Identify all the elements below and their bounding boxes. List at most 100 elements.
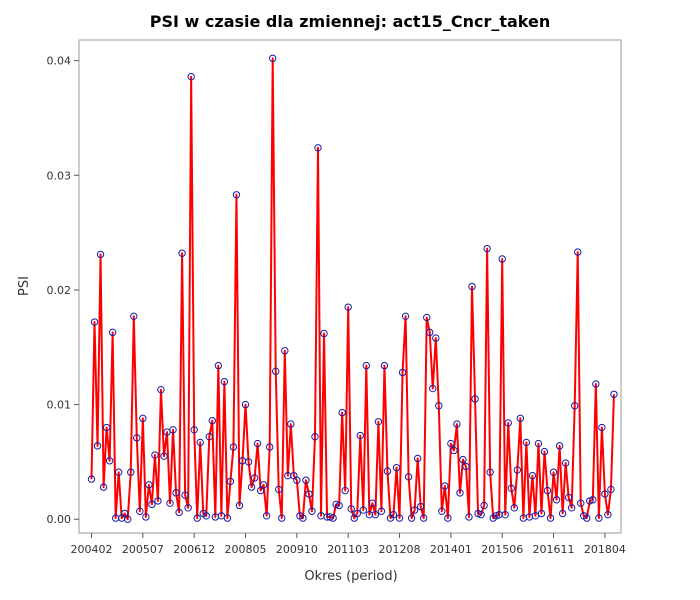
psi-data-point <box>205 432 213 441</box>
psi-data-point <box>540 447 549 456</box>
psi-data-point <box>344 303 352 311</box>
psi-data-point <box>389 510 398 519</box>
psi-data-point <box>154 497 162 505</box>
psi-data-point <box>353 509 361 518</box>
psi-data-point <box>223 514 232 522</box>
psi-data-point <box>377 507 386 515</box>
psi-data-point <box>359 506 367 514</box>
psi-data-point <box>172 489 180 497</box>
psi-data-point <box>278 514 286 522</box>
psi-data-point <box>423 313 431 322</box>
psi-data-point <box>208 416 217 425</box>
psi-data-point <box>105 457 114 465</box>
psi-data-point <box>305 490 313 498</box>
psi-series-line <box>90 57 615 521</box>
psi-data-point <box>338 408 346 417</box>
psi-data-point <box>407 514 416 522</box>
x-tick-label: 201611 <box>533 543 575 556</box>
x-tick-label: 201208 <box>379 543 421 556</box>
psi-data-point <box>465 513 473 521</box>
y-tick-label: 0.04 <box>47 55 72 68</box>
psi-data-point <box>247 483 256 491</box>
x-tick-label: 200910 <box>276 543 318 556</box>
psi-data-point <box>108 328 117 337</box>
psi-data-point <box>392 463 401 472</box>
psi-data-point <box>435 402 443 410</box>
psi-data-point <box>395 514 404 522</box>
psi-data-point <box>166 499 174 507</box>
psi-data-point <box>404 473 413 481</box>
psi-data-point <box>471 395 479 403</box>
psi-data-point <box>504 419 512 427</box>
psi-data-point <box>190 426 198 434</box>
psi-data-point <box>498 255 506 263</box>
psi-data-point <box>121 509 129 518</box>
psi-data-point <box>380 361 389 370</box>
x-tick-label: 201103 <box>327 543 369 556</box>
psi-data-point <box>341 486 349 495</box>
psi-data-point <box>438 507 446 515</box>
psi-data-point <box>220 377 229 386</box>
psi-data-point <box>441 482 449 490</box>
psi-data-point <box>157 385 165 394</box>
psi-data-point <box>178 249 186 257</box>
psi-data-point <box>335 501 343 510</box>
psi-data-point <box>583 514 591 522</box>
psi-data-point <box>398 368 407 377</box>
psi-data-point <box>362 361 371 370</box>
psi-data-point <box>507 484 515 492</box>
psi-data-point <box>241 400 250 409</box>
psi-data-point <box>401 312 410 321</box>
psi-data-point <box>347 505 355 513</box>
psi-data-point <box>281 347 289 355</box>
psi-data-point <box>127 468 135 476</box>
psi-data-point <box>604 510 612 519</box>
psi-data-point <box>175 508 183 517</box>
psi-data-point <box>410 506 419 514</box>
psi-data-point <box>308 507 316 515</box>
psi-data-point <box>561 459 570 467</box>
psi-data-point <box>598 423 606 432</box>
psi-data-point <box>371 510 380 519</box>
y-tick-label: 0.00 <box>47 513 72 526</box>
psi-data-point <box>589 496 597 504</box>
psi-data-point <box>196 438 204 447</box>
psi-data-point <box>450 446 458 455</box>
x-tick-label: 200507 <box>122 543 164 556</box>
psi-data-point <box>90 318 99 326</box>
x-tick-label: 200402 <box>71 543 113 556</box>
psi-data-point <box>549 468 558 476</box>
psi-data-point <box>383 467 392 475</box>
y-axis-label: PSI <box>17 276 32 296</box>
psi-data-point <box>114 468 123 476</box>
psi-data-point <box>302 476 310 484</box>
psi-data-point <box>486 468 494 476</box>
psi-data-point <box>537 509 546 518</box>
psi-data-point <box>148 500 156 509</box>
psi-data-point <box>142 513 150 521</box>
y-tick-label: 0.02 <box>47 284 72 297</box>
psi-data-point <box>253 439 262 448</box>
psi-data-point <box>96 250 105 259</box>
psi-data-point <box>516 414 525 423</box>
psi-data-point <box>552 496 561 504</box>
psi-data-point <box>93 442 102 450</box>
psi-data-point <box>468 282 476 291</box>
psi-data-point <box>368 499 377 507</box>
psi-data-point <box>275 485 283 494</box>
psi-data-point <box>181 491 189 499</box>
psi-data-point <box>193 514 201 522</box>
psi-data-point <box>534 439 543 448</box>
psi-data-point <box>444 514 452 522</box>
x-tick-label: 201506 <box>481 543 523 556</box>
psi-data-point <box>546 514 555 522</box>
x-tick-label: 201804 <box>584 543 626 556</box>
psi-data-point <box>235 501 244 510</box>
psi-data-point <box>480 501 488 510</box>
psi-data-point <box>329 514 337 522</box>
psi-data-point <box>420 514 428 522</box>
psi-data-point <box>592 380 600 388</box>
psi-data-point <box>501 510 509 519</box>
psi-data-point <box>558 509 567 518</box>
